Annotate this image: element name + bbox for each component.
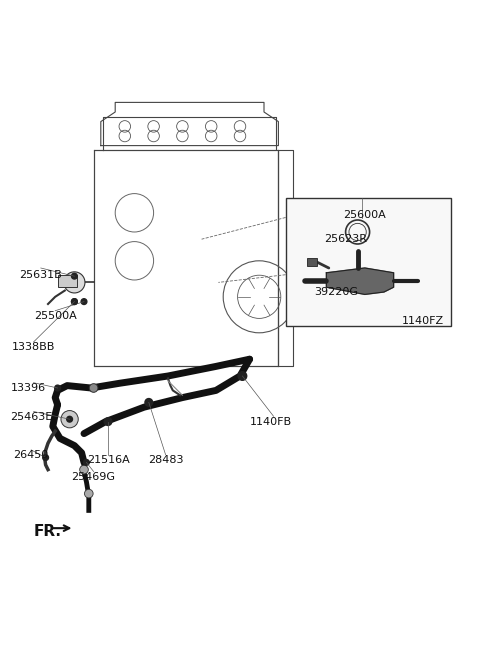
- Circle shape: [64, 272, 85, 293]
- Circle shape: [72, 298, 77, 304]
- Bar: [286, 198, 451, 325]
- Text: 1140FZ: 1140FZ: [401, 316, 444, 326]
- Circle shape: [356, 230, 360, 234]
- Polygon shape: [326, 268, 394, 295]
- Circle shape: [67, 417, 72, 422]
- Bar: [94, 150, 278, 367]
- Text: 25463E: 25463E: [10, 412, 52, 422]
- Circle shape: [443, 318, 450, 324]
- Text: 25623R: 25623R: [324, 234, 367, 244]
- Text: 13396: 13396: [11, 383, 47, 393]
- Text: 1338BB: 1338BB: [12, 342, 55, 352]
- Circle shape: [55, 385, 60, 391]
- Text: 26450: 26450: [13, 450, 49, 461]
- Circle shape: [145, 399, 153, 406]
- Circle shape: [89, 384, 98, 392]
- Circle shape: [84, 489, 93, 498]
- Text: 39220G: 39220G: [314, 287, 358, 297]
- Circle shape: [356, 278, 360, 282]
- Text: 25600A: 25600A: [343, 210, 386, 220]
- Circle shape: [84, 459, 89, 465]
- Circle shape: [146, 400, 152, 405]
- Circle shape: [72, 298, 77, 304]
- Circle shape: [80, 465, 88, 474]
- Circle shape: [240, 373, 245, 379]
- Text: 21516A: 21516A: [86, 455, 130, 465]
- Text: FR.: FR.: [34, 525, 61, 539]
- Circle shape: [43, 455, 48, 461]
- Text: 25631B: 25631B: [19, 270, 62, 280]
- Bar: [58, 276, 77, 287]
- Circle shape: [61, 411, 78, 428]
- Circle shape: [81, 298, 87, 304]
- Circle shape: [238, 372, 247, 380]
- Circle shape: [104, 418, 112, 426]
- Circle shape: [105, 419, 111, 424]
- Text: 1140FB: 1140FB: [250, 417, 292, 426]
- Text: 28483: 28483: [148, 455, 183, 465]
- Text: 25500A: 25500A: [34, 311, 77, 321]
- Text: 25469G: 25469G: [72, 472, 116, 482]
- Circle shape: [72, 274, 77, 279]
- Bar: [307, 258, 317, 266]
